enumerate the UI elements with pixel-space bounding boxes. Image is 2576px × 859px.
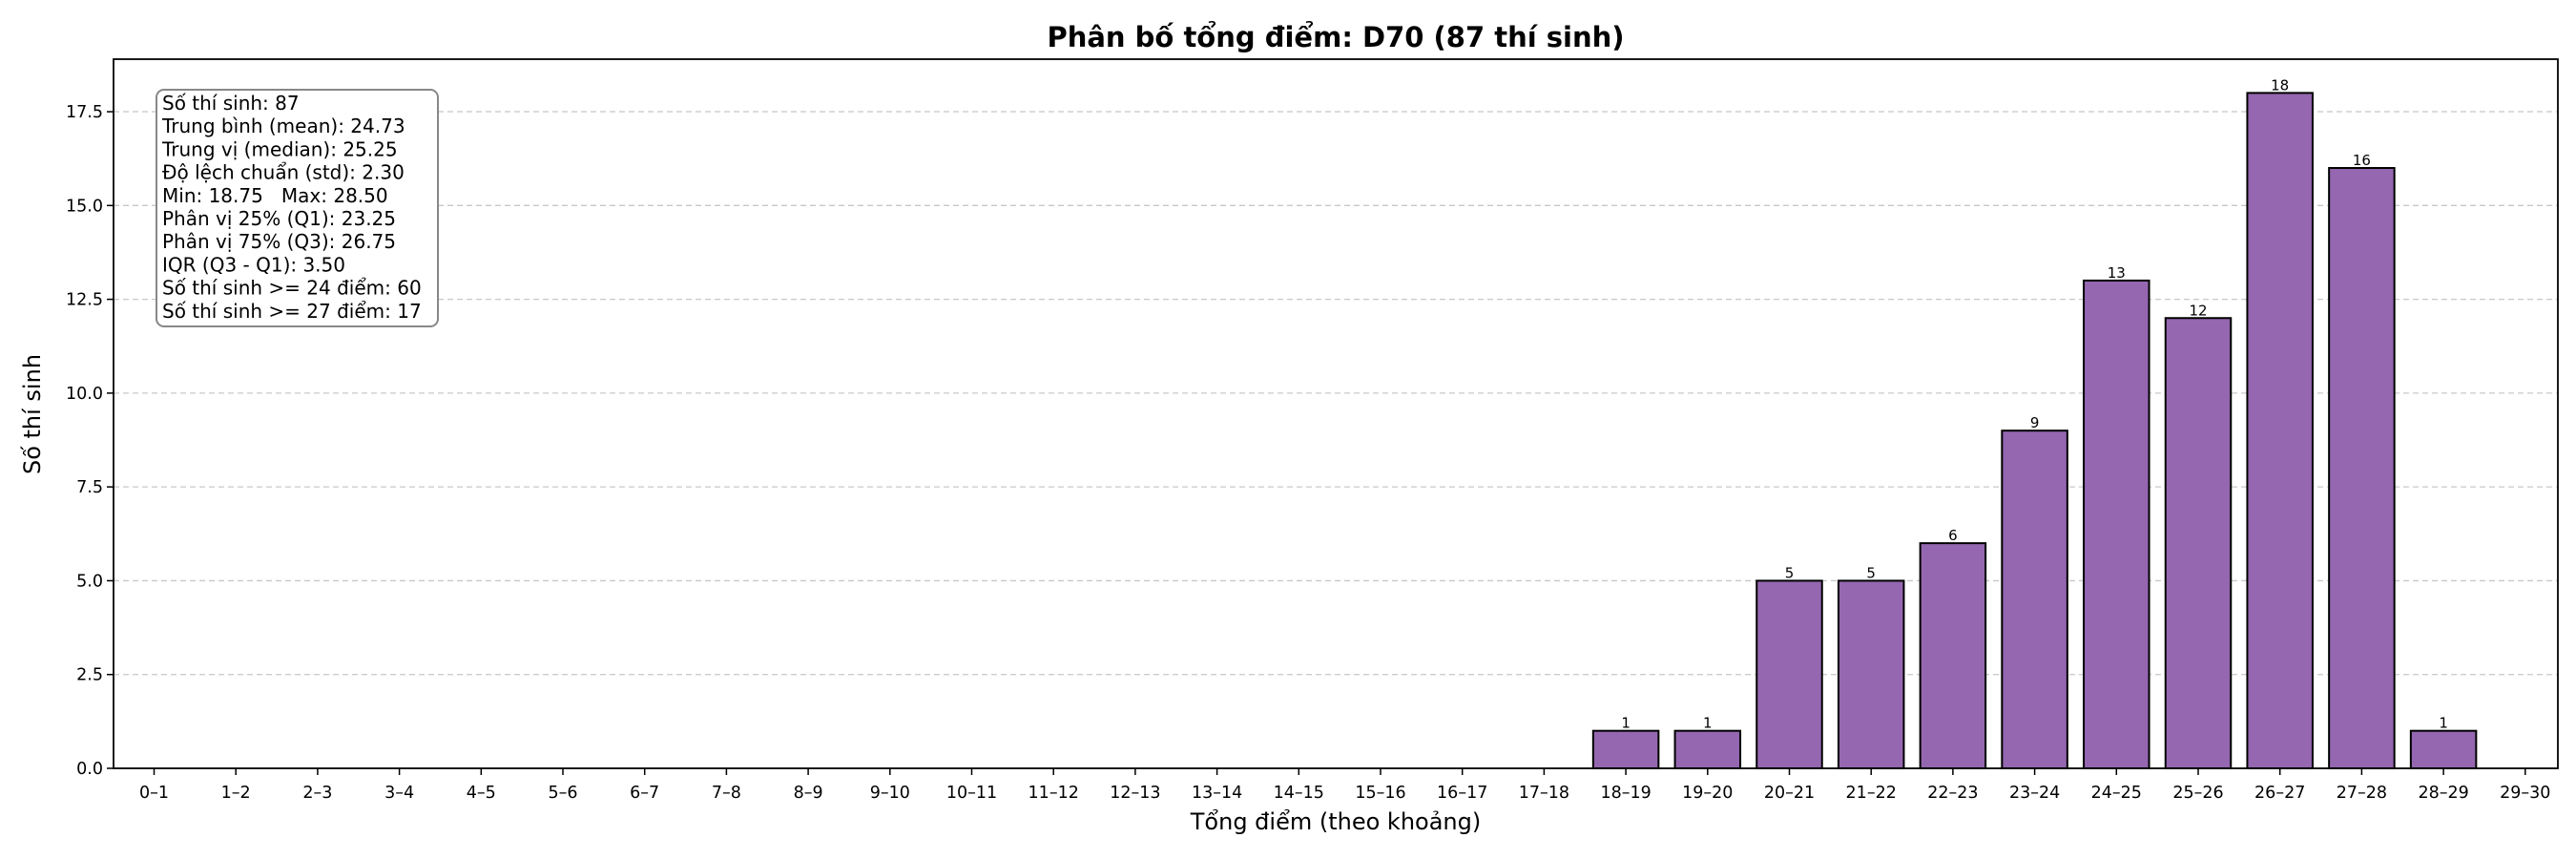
bar bbox=[1591, 729, 1660, 769]
bar bbox=[2001, 430, 2068, 769]
bar-value-label: 18 bbox=[2271, 76, 2289, 94]
x-tick-label: 23–24 bbox=[2009, 784, 2060, 803]
bar bbox=[2246, 92, 2314, 769]
bar bbox=[1837, 579, 1905, 769]
bar-value-label: 1 bbox=[1703, 715, 1713, 732]
y-axis-ticks: 0.0 2.5 5.0 7.5 10.0 12.5 15.0 17.5 bbox=[66, 103, 114, 779]
bar-value-label: 1 bbox=[2439, 715, 2448, 732]
stats-line: Số thí sinh >= 27 điểm: 17 bbox=[162, 300, 422, 323]
x-tick-label: 5–6 bbox=[548, 784, 577, 803]
x-tick-label: 18–19 bbox=[1600, 784, 1651, 803]
bar-value-label: 16 bbox=[2353, 152, 2371, 169]
plot-frame bbox=[113, 58, 2559, 769]
y-tick-label: 12.5 bbox=[66, 291, 103, 310]
y-tick-label: 5.0 bbox=[76, 572, 103, 591]
x-tick-label: 4–5 bbox=[467, 784, 496, 803]
x-tick-label: 10–11 bbox=[946, 784, 997, 803]
y-tick-label: 0.0 bbox=[76, 760, 103, 779]
x-tick-label: 17–18 bbox=[1519, 784, 1569, 803]
x-tick-label: 22–23 bbox=[1927, 784, 1978, 803]
x-tick-label: 19–20 bbox=[1682, 784, 1733, 803]
bar-value-label: 5 bbox=[1866, 564, 1876, 581]
x-tick-label: 16–17 bbox=[1437, 784, 1487, 803]
bar-value-label: 6 bbox=[1948, 527, 1958, 544]
x-tick-label: 29–30 bbox=[2500, 784, 2550, 803]
x-tick-label: 12–13 bbox=[1110, 784, 1160, 803]
stats-line: Số thí sinh: 87 bbox=[162, 92, 300, 115]
stats-line: Min: 18.75 Max: 28.50 bbox=[162, 184, 388, 207]
x-tick-label: 15–16 bbox=[1355, 784, 1405, 803]
bar-value-labels: 1 1 5 5 6 9 13 12 18 16 1 bbox=[1621, 76, 2448, 731]
y-tick-label: 7.5 bbox=[76, 478, 103, 497]
y-tick-label: 10.0 bbox=[66, 385, 103, 404]
x-tick-label: 21–22 bbox=[1846, 784, 1897, 803]
x-tick-label: 14–15 bbox=[1274, 784, 1324, 803]
bar bbox=[1755, 579, 1823, 769]
chart-title: Phân bố tổng điểm: D70 (87 thí sinh) bbox=[1047, 21, 1624, 53]
x-axis-label: Tổng điểm (theo khoảng) bbox=[1190, 808, 1481, 835]
bar-value-label: 5 bbox=[1785, 564, 1795, 581]
bar bbox=[2083, 279, 2150, 769]
bar bbox=[2409, 729, 2478, 769]
stats-line: Trung bình (mean): 24.73 bbox=[161, 115, 405, 137]
x-tick-label: 1–2 bbox=[221, 784, 251, 803]
grid-lines bbox=[114, 111, 2558, 676]
x-tick-label: 13–14 bbox=[1192, 784, 1242, 803]
y-tick-label: 2.5 bbox=[76, 666, 103, 685]
stats-line: Số thí sinh >= 24 điểm: 60 bbox=[162, 277, 422, 300]
y-tick-label: 15.0 bbox=[66, 197, 103, 216]
bars bbox=[1591, 92, 2478, 770]
bar bbox=[2164, 317, 2233, 769]
x-tick-label: 24–25 bbox=[2091, 784, 2142, 803]
bar bbox=[1673, 729, 1742, 769]
x-tick-label: 8–9 bbox=[794, 784, 823, 803]
x-tick-label: 27–28 bbox=[2337, 784, 2387, 803]
x-tick-label: 0–1 bbox=[139, 784, 169, 803]
bar-value-label: 9 bbox=[2030, 414, 2040, 431]
bar bbox=[2328, 167, 2396, 769]
bar bbox=[1919, 542, 1987, 770]
x-tick-label: 9–10 bbox=[870, 784, 910, 803]
bar-value-label: 1 bbox=[1621, 715, 1631, 732]
y-tick-label: 17.5 bbox=[66, 103, 103, 122]
y-axis-label: Số thí sinh bbox=[19, 354, 46, 474]
stats-line: Trung vị (median): 25.25 bbox=[161, 137, 398, 160]
x-tick-label: 3–4 bbox=[384, 784, 414, 803]
x-tick-label: 2–3 bbox=[302, 784, 332, 803]
x-tick-label: 26–27 bbox=[2254, 784, 2305, 803]
stats-line: IQR (Q3 - Q1): 3.50 bbox=[162, 253, 345, 276]
x-tick-label: 7–8 bbox=[712, 784, 741, 803]
stats-line: Độ lệch chuẩn (std): 2.30 bbox=[162, 161, 405, 184]
x-tick-label: 28–29 bbox=[2418, 784, 2468, 803]
stats-line: Phân vị 25% (Q1): 23.25 bbox=[162, 207, 396, 230]
stats-box-frame bbox=[156, 89, 439, 327]
x-tick-label: 6–7 bbox=[630, 784, 659, 803]
x-axis-ticks: 0–1 1–2 2–3 3–4 4–5 5–6 6–7 7–8 8–9 9–10 10–11 11–1… bbox=[139, 768, 2550, 803]
x-tick-label: 11–12 bbox=[1028, 784, 1079, 803]
stats-line: Phân vị 75% (Q3): 26.75 bbox=[162, 230, 396, 253]
x-tick-label: 25–26 bbox=[2172, 784, 2223, 803]
bar-value-label: 13 bbox=[2108, 264, 2126, 282]
x-tick-label: 20–21 bbox=[1764, 784, 1815, 803]
bar-value-label: 12 bbox=[2189, 302, 2207, 319]
